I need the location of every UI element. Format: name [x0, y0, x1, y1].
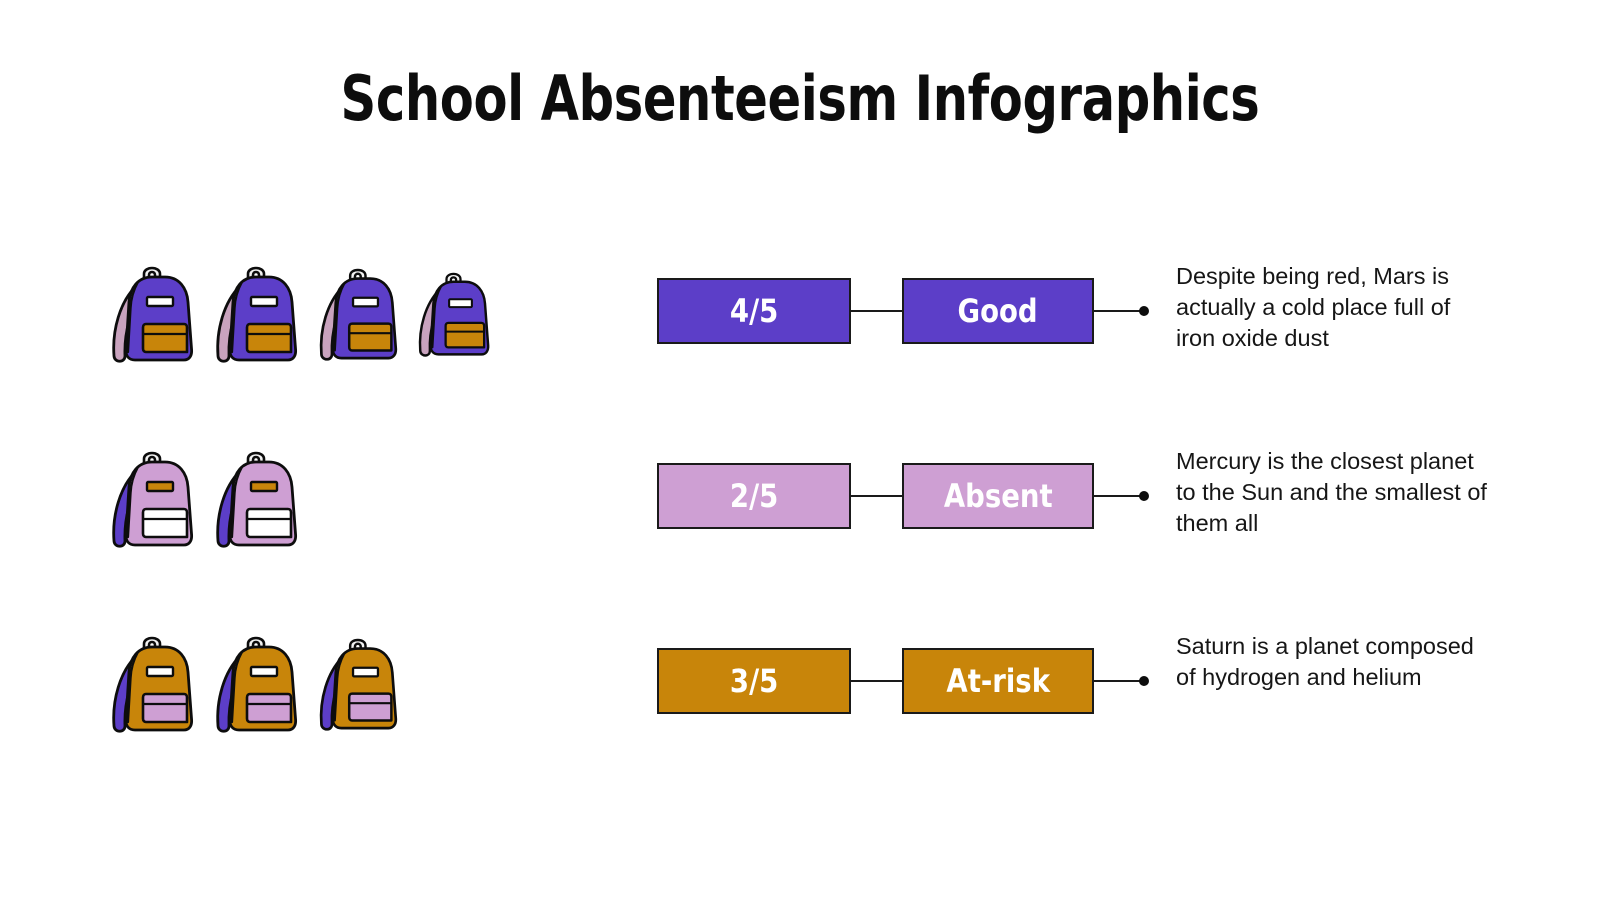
backpack-icon [308, 262, 400, 368]
score-label: 2/5 [729, 477, 779, 515]
connector-dot-icon [1139, 676, 1149, 686]
status-label: Good [957, 292, 1039, 330]
description-text-at-risk: Saturn is a planet composed of hydrogen … [1176, 633, 1474, 690]
backpack-icon [100, 262, 196, 368]
score-box-absent[interactable]: 2/5 [657, 463, 851, 529]
backpack-icon [100, 447, 196, 553]
status-box-absent[interactable]: Absent [902, 463, 1094, 529]
connector-line-outer [1094, 310, 1142, 312]
infographic-row-at-risk: 3/5 At-risk Saturn is a planet composed … [0, 618, 1600, 758]
infographic-row-absent: 2/5 Absent Mercury is the closest planet… [0, 433, 1600, 573]
page-title: School Absenteeism Infographics [340, 62, 1260, 135]
connector-dot-icon [1139, 491, 1149, 501]
score-label: 3/5 [729, 662, 779, 700]
description-text-absent: Mercury is the closest planet to the Sun… [1176, 448, 1487, 536]
status-label: At-risk [946, 662, 1050, 700]
backpack-group-absent [100, 433, 300, 553]
connector-line-outer [1094, 680, 1142, 682]
score-label: 4/5 [729, 292, 779, 330]
backpack-group-good [100, 248, 492, 368]
status-box-good[interactable]: Good [902, 278, 1094, 344]
backpack-icon [204, 447, 300, 553]
connector-dot-icon [1139, 306, 1149, 316]
description-text-good: Despite being red, Mars is actually a co… [1176, 263, 1451, 351]
status-box-at-risk[interactable]: At-risk [902, 648, 1094, 714]
status-label: Absent [943, 477, 1053, 515]
backpack-icon [308, 632, 400, 738]
connector-line-middle [851, 310, 902, 312]
backpack-icon [204, 632, 300, 738]
connector-line-outer [1094, 495, 1142, 497]
score-box-at-risk[interactable]: 3/5 [657, 648, 851, 714]
backpack-icon [204, 262, 300, 368]
score-box-good[interactable]: 4/5 [657, 278, 851, 344]
connector-line-middle [851, 680, 902, 682]
connector-line-middle [851, 495, 902, 497]
backpack-icon [100, 632, 196, 738]
infographic-row-good: 4/5 Good Despite being red, Mars is actu… [0, 248, 1600, 388]
backpack-icon [408, 262, 492, 368]
backpack-group-at-risk [100, 618, 400, 738]
